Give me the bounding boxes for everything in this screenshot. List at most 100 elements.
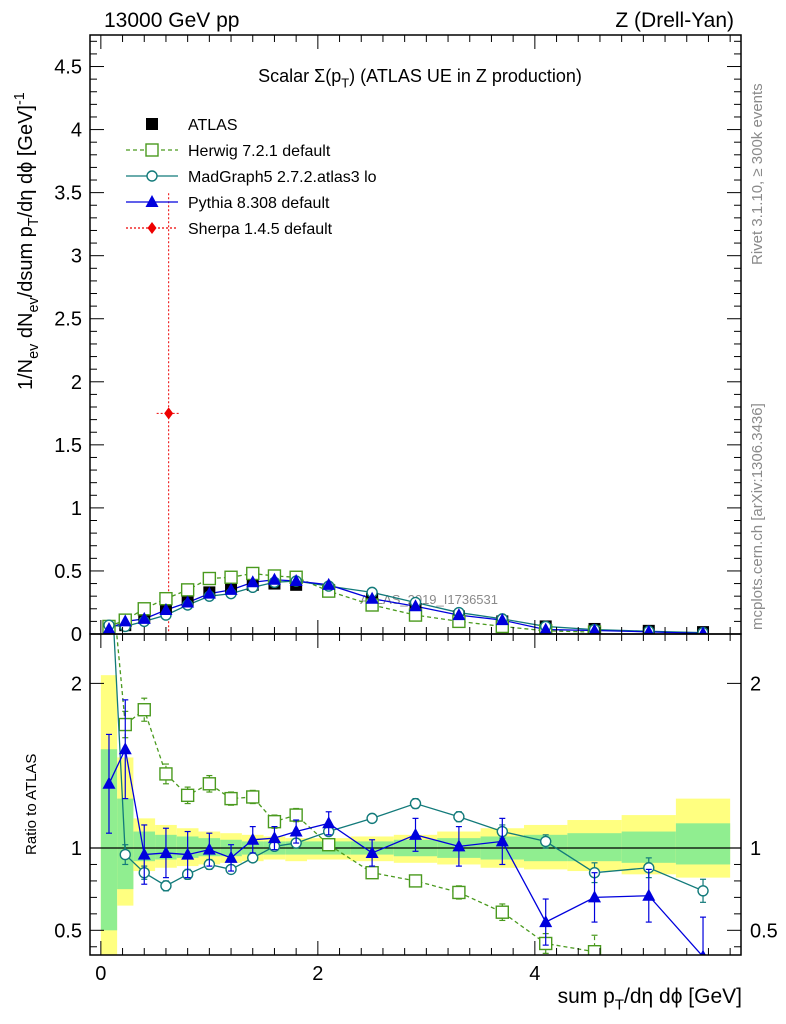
pythia-ratio-point (700, 949, 706, 955)
madgraph-ratio-point (119, 848, 131, 861)
pythia-main-point (409, 599, 422, 612)
main-ylabel: 1/Nev dNev/dsum pT/dη dϕ [GeV]-1 (12, 92, 42, 390)
main-plot-area (102, 191, 710, 634)
ratio-y-tick-label-right: 1 (750, 838, 761, 860)
pythia-main-point (267, 572, 281, 585)
legend-label-atlas: ATLAS (188, 117, 238, 134)
main-y-tick-label: 2 (71, 372, 82, 394)
legend: ATLAS Herwig 7.2.1 default MadGraph5 2.7.2… (126, 117, 377, 238)
madgraph-ratio-point (104, 530, 114, 540)
pythia-ratio-point (588, 890, 602, 903)
main-y-tick-label: 1 (71, 498, 82, 520)
pythia-main-point (137, 611, 151, 624)
herwig-ratio-point (408, 874, 423, 888)
herwig-main-point (159, 591, 173, 606)
ratio-band-green (100, 749, 118, 931)
legend-entry-madgraph: MadGraph5 2.7.2.atlas3 lo (126, 169, 377, 186)
herwig-main-point (202, 571, 217, 586)
pythia-ratio-point (181, 847, 195, 860)
ratio-band-green (675, 823, 731, 865)
pythia-main-point (588, 623, 601, 634)
madgraph-ratio-point (160, 880, 172, 892)
herwig-ratio-point (267, 814, 282, 829)
pythia-main-point (118, 614, 132, 627)
madgraph-ratio-point (409, 797, 422, 810)
pythia-main-point (102, 621, 116, 634)
pythia-ratio-point (322, 816, 336, 829)
plot-title: Scalar Σ(pT) (ATLAS UE in Z production) (258, 66, 582, 90)
herwig-ratio-line (116, 634, 595, 953)
ratio-uncertainty-bands (90, 675, 741, 955)
legend-marker-atlas (146, 118, 158, 130)
legend-label-pythia: Pythia 8.308 default (188, 195, 330, 212)
madgraph-ratio-point (540, 835, 552, 848)
legend-entry-herwig: Herwig 7.2.1 default (126, 143, 331, 160)
ratio-plot-area (102, 530, 709, 955)
pythia-main-point (181, 595, 195, 608)
ratio-y-tick-label-right: 0.5 (750, 920, 778, 942)
pythia-main-point (539, 622, 552, 634)
mcplots-note: mcplots.cern.ch [arXiv:1306.3436] (749, 403, 766, 630)
pythia-main-point (495, 613, 509, 626)
ratio-band-green (567, 833, 622, 862)
pythia-main-point (202, 586, 216, 599)
pythia-ratio-point (539, 915, 553, 928)
pythia-main-point (643, 624, 654, 634)
pythia-main-point (452, 608, 466, 621)
pythia-ratio-point (642, 888, 656, 901)
pythia-ratio-point (137, 847, 151, 860)
pythia-main-point (224, 582, 238, 595)
ratio-y-tick-label: 2 (71, 673, 82, 695)
herwig-ratio-point (452, 885, 466, 900)
rivet-note: Rivet 3.1.10, ≥ 300k events (749, 83, 766, 265)
main-y-tick-label: 3 (71, 246, 82, 268)
herwig-ratio-point (495, 905, 509, 919)
ratio-ylabel: Ratio to ATLAS (23, 754, 40, 855)
x-tick-label: 4 (529, 963, 540, 985)
ratio-y-tick-label: 0.5 (54, 920, 82, 942)
header-process: Z (Drell-Yan) (615, 9, 734, 32)
pythia-ratio-point (159, 845, 173, 858)
main-y-tick-label: 3.5 (54, 183, 82, 205)
pythia-ratio-point (202, 842, 216, 855)
pythia-main-point (159, 603, 173, 616)
legend-marker-pythia (145, 195, 159, 207)
herwig-ratio-point (289, 808, 303, 822)
madgraph-ratio-point (366, 812, 378, 825)
legend-marker-herwig (145, 143, 159, 157)
legend-entry-pythia: Pythia 8.308 default (126, 195, 330, 212)
pythia-ratio-point (246, 832, 260, 845)
ratio-y-tick-label: 1 (71, 838, 82, 860)
pythia-main-point (322, 577, 336, 590)
madgraph-ratio-point (247, 852, 259, 864)
main-y-tick-label: 4.5 (54, 57, 82, 79)
axis-ticks: 0 2 4 0 0.5 1 1.5 2 2.5 3 3.5 4 4.5 0.5 0.5 1 1 2 2 (54, 35, 778, 985)
herwig-ratio-point (246, 790, 260, 804)
pythia-ratio-point (102, 776, 116, 789)
legend-label-madgraph: MadGraph5 2.7.2.atlas3 lo (188, 169, 377, 186)
legend-entry-atlas: ATLAS (146, 117, 238, 134)
pythia-main-point (698, 626, 708, 634)
herwig-ratio-point (587, 945, 602, 955)
pythia-ratio-point (409, 827, 422, 840)
main-y-tick-label: 0 (71, 624, 82, 646)
pythia-ratio-point (267, 831, 281, 844)
herwig-ratio-point (202, 777, 217, 791)
herwig-ratio-point (159, 767, 173, 781)
pythia-ratio-point (365, 845, 379, 858)
header-energy: 13000 GeV pp (104, 9, 239, 32)
pythia-ratio-point (224, 850, 238, 863)
legend-entry-sherpa: Sherpa 1.4.5 default (126, 221, 333, 238)
legend-marker-madgraph (146, 170, 158, 182)
main-y-tick-label: 4 (71, 120, 82, 142)
herwig-ratio-point (322, 838, 336, 852)
herwig-main-point (180, 583, 195, 597)
legend-marker-sherpa (147, 222, 157, 234)
legend-label-herwig: Herwig 7.2.1 default (188, 143, 331, 160)
herwig-ratio-point (365, 865, 379, 880)
main-y-tick-label: 2.5 (54, 309, 82, 331)
pythia-ratio-point (118, 742, 132, 755)
x-tick-label: 0 (95, 963, 106, 985)
herwig-main-point (224, 570, 238, 584)
